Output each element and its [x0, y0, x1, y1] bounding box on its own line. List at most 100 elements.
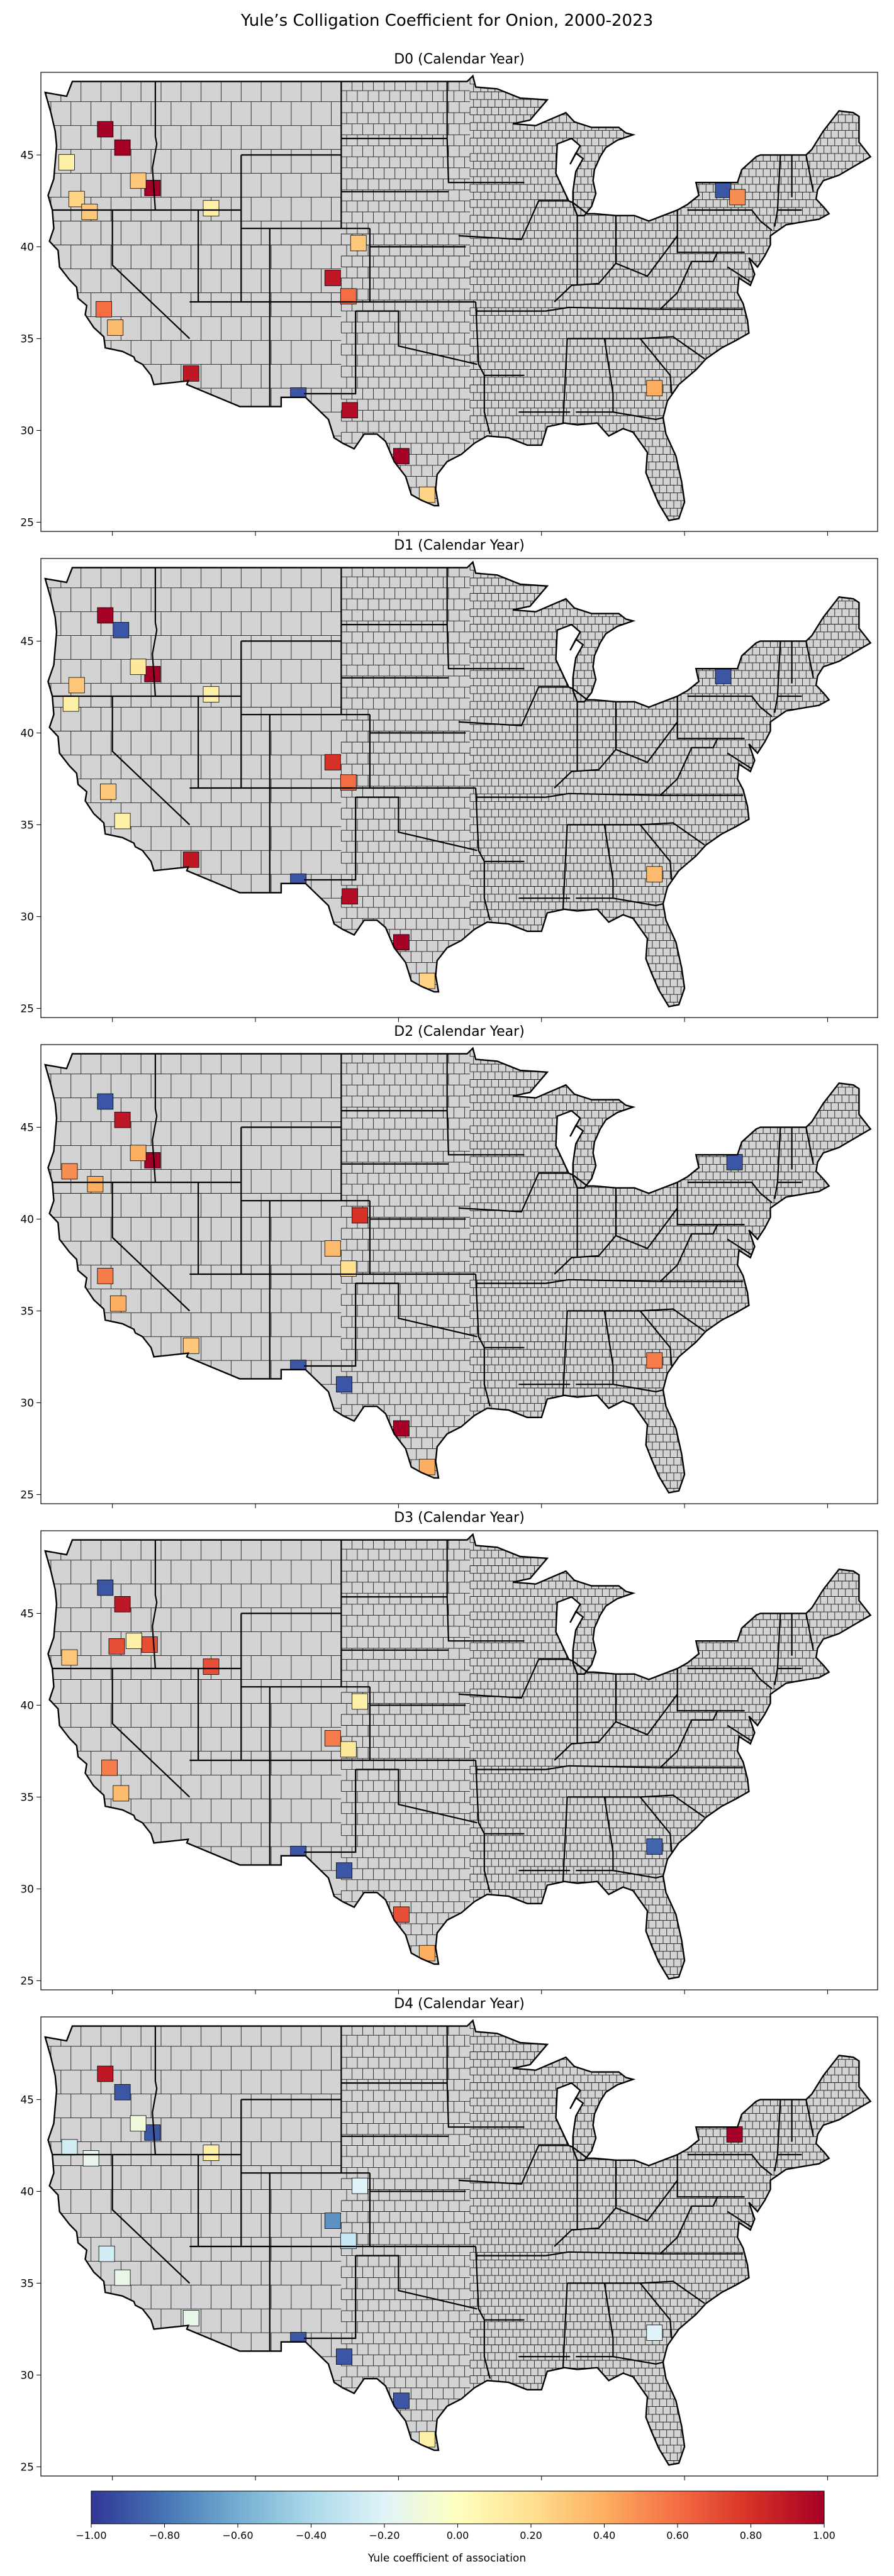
state-border — [639, 1310, 673, 1367]
state-border — [554, 235, 678, 303]
county-region — [101, 1759, 118, 1776]
figure-title: Yule’s Colligation Coefficient for Onion… — [240, 11, 654, 30]
state-border — [687, 695, 773, 717]
y-tick-label: 30 — [20, 2369, 34, 2382]
state-border — [805, 1127, 814, 1165]
state-border — [562, 1311, 568, 1397]
state-border — [659, 252, 718, 310]
county-region — [114, 139, 131, 156]
state-border — [727, 2211, 754, 2229]
us-land — [45, 1534, 871, 1979]
state-border — [805, 1613, 814, 1651]
y-tick-label: 30 — [20, 425, 34, 437]
state-border — [355, 1768, 478, 1824]
colorbar-tick-label: −0.20 — [369, 2529, 400, 2541]
county-region — [203, 2145, 220, 2161]
state-border — [613, 411, 664, 421]
colorbar-tick-label: 0.20 — [520, 2529, 542, 2541]
state-border — [446, 1053, 525, 1156]
county-region — [726, 1154, 743, 1170]
state-border — [639, 338, 673, 394]
state-border — [111, 2155, 191, 2284]
state-border — [111, 1668, 191, 1798]
state-border — [567, 1308, 705, 1332]
panel-title: D1 (Calendar Year) — [394, 538, 525, 553]
county-region — [82, 2150, 99, 2167]
county-region — [324, 2212, 341, 2229]
county-region — [324, 754, 341, 770]
county-region — [393, 2392, 410, 2409]
county-region — [336, 1376, 352, 1392]
state-border — [659, 1224, 718, 1282]
state-border — [676, 1182, 745, 1226]
y-tick-label: 25 — [20, 1489, 34, 1501]
state-border — [687, 1181, 773, 1203]
y-tick-label: 35 — [20, 1305, 34, 1318]
state-border — [476, 792, 744, 798]
county-region — [98, 2245, 115, 2262]
county-region — [352, 2177, 368, 2194]
state-border — [639, 2282, 673, 2339]
county-region — [182, 2310, 199, 2326]
panel-title: D4 (Calendar Year) — [394, 1996, 525, 2012]
state-border — [613, 1870, 664, 1879]
county-region — [59, 154, 75, 170]
county-region — [182, 1338, 199, 1354]
us-outline — [44, 2019, 872, 2466]
county-region — [144, 180, 161, 196]
county-region — [715, 182, 732, 198]
county-region — [393, 1420, 410, 1437]
state-border — [554, 2180, 678, 2247]
state-border — [152, 1053, 158, 1183]
county-region — [324, 270, 341, 286]
state-border — [567, 2280, 705, 2304]
state-border — [659, 738, 718, 796]
state-border — [659, 2196, 718, 2255]
county-region — [61, 2139, 78, 2156]
map-panel-1: 25 30 35 40 45 D1 (Calendar Year) — [0, 536, 894, 1022]
state-border — [458, 1658, 573, 1699]
state-border — [152, 1540, 158, 1669]
state-border — [567, 1794, 705, 1818]
county-region — [342, 402, 358, 419]
colorbar-tick-label: −0.40 — [296, 2529, 327, 2541]
state-border — [639, 824, 673, 880]
state-border — [687, 209, 773, 231]
county-region — [203, 1658, 220, 1675]
state-border — [554, 1694, 678, 1761]
y-tick-label: 40 — [20, 1213, 34, 1226]
state-border — [152, 81, 158, 211]
state-border — [576, 824, 614, 899]
state-border — [676, 2155, 745, 2198]
y-tick-label: 45 — [20, 2094, 34, 2106]
state-borders — [52, 567, 814, 921]
county-region — [113, 1785, 130, 1802]
y-tick-label: 40 — [20, 727, 34, 740]
state-border — [687, 1667, 773, 1689]
map-panel-3: 25 30 35 40 45 D3 (Calendar Year) — [0, 1509, 894, 1994]
county-region — [97, 1268, 114, 1284]
colorbar: −1.00 −0.80 −0.60 −0.40 −0.20 0.00 0.20 0.40 0.6… — [0, 2488, 894, 2576]
y-tick-label: 35 — [20, 333, 34, 345]
county-region — [130, 172, 147, 189]
panel-title: D2 (Calendar Year) — [394, 1024, 525, 1040]
county-region — [646, 380, 663, 396]
state-border — [476, 1279, 744, 1284]
state-border — [458, 2145, 573, 2185]
county-region — [97, 1579, 114, 1596]
county-region — [144, 2124, 161, 2141]
state-border — [476, 1765, 744, 1770]
y-tick-label: 30 — [20, 1883, 34, 1896]
state-border — [676, 1668, 745, 1712]
county-region — [342, 888, 358, 905]
county-region — [144, 666, 161, 682]
y-tick-label: 30 — [20, 1397, 34, 1409]
state-border — [111, 210, 191, 340]
county-region — [130, 2115, 147, 2132]
state-border — [613, 897, 664, 907]
county-region — [109, 1295, 126, 1312]
state-border — [355, 796, 478, 852]
county-region — [203, 200, 220, 216]
